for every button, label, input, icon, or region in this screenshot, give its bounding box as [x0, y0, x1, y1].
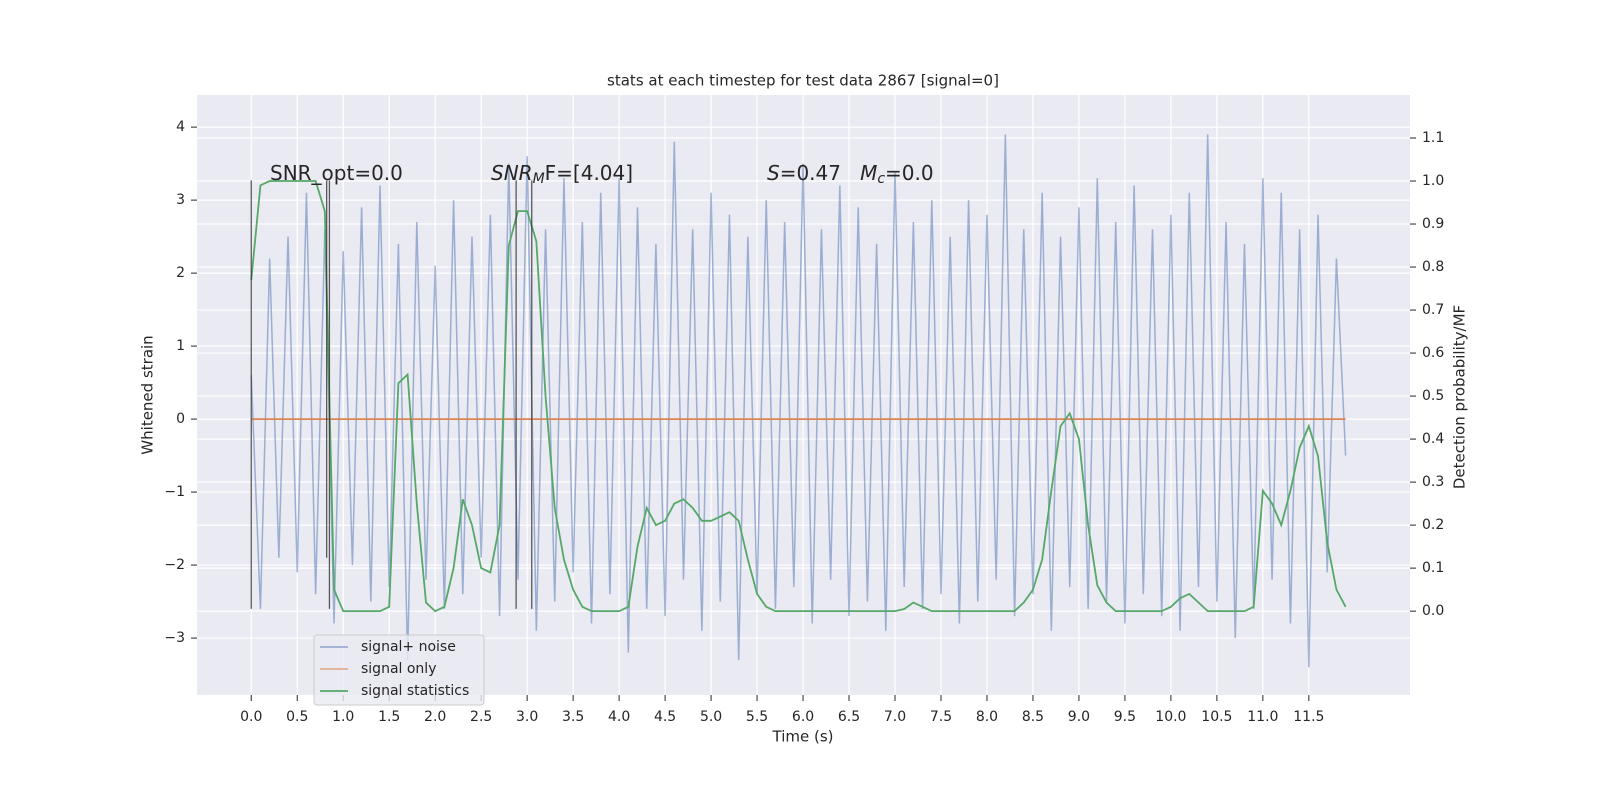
x-tick-label: 0.0: [240, 709, 262, 725]
x-tick-label: 5.0: [700, 709, 722, 725]
legend-box: [313, 634, 485, 706]
y2-tick-label: 1.0: [1422, 173, 1444, 189]
x-tick-label: 10.0: [1155, 709, 1186, 725]
series-line: [250, 134, 1347, 668]
annotation-part: M: [860, 161, 877, 185]
series-line: [250, 180, 1347, 613]
x-tick-label: 9.0: [1068, 709, 1090, 725]
y2-tick-label: 1.1: [1422, 130, 1444, 146]
annotation-part: =0.0: [885, 161, 934, 185]
x-tick-label: 11.0: [1247, 709, 1278, 725]
y-tick-label: −1: [164, 484, 185, 500]
y-axis-label: Whitened strain: [139, 335, 157, 454]
annotation: SNR_opt=0.0: [270, 161, 403, 185]
x-tick-label: 8.0: [976, 709, 998, 725]
x-tick-label: 2.5: [470, 709, 492, 725]
chart-title: stats at each timestep for test data 286…: [607, 72, 999, 90]
x-tick-label: 4.0: [608, 709, 630, 725]
y2-tick-label: 0.2: [1422, 517, 1444, 533]
annotation: S=0.47 Mc=0.0: [767, 161, 934, 188]
x-tick-label: 1.0: [332, 709, 354, 725]
x-tick-label: 10.5: [1201, 709, 1232, 725]
y2-tick-label: 0.0: [1422, 603, 1444, 619]
x-tick-label: 11.5: [1293, 709, 1324, 725]
y-tick-label: 2: [176, 265, 185, 281]
annotation-part: c: [877, 171, 885, 187]
y2-tick-label: 0.7: [1422, 302, 1444, 318]
y-tick-label: −2: [164, 557, 185, 573]
annotation-part: =0.47: [780, 161, 860, 185]
y-tick-label: −3: [164, 630, 185, 646]
annotation-part: S: [767, 161, 780, 185]
y2-tick-label: 0.9: [1422, 216, 1444, 232]
y2-tick-label: 0.3: [1422, 474, 1444, 490]
x-tick-label: 9.5: [1114, 709, 1136, 725]
y2-tick-label: 0.8: [1422, 259, 1444, 275]
x-tick-label: 3.5: [562, 709, 584, 725]
x-tick-label: 4.5: [654, 709, 676, 725]
legend-label: signal statistics: [361, 683, 469, 699]
y2-axis-label: Detection probability/MF: [1451, 305, 1469, 489]
x-tick-label: 2.0: [424, 709, 446, 725]
x-tick-label: 7.5: [930, 709, 952, 725]
annotation-part: F=[4.04]: [545, 161, 633, 185]
legend-label: signal only: [361, 661, 436, 677]
x-tick-label: 0.5: [286, 709, 308, 725]
x-tick-label: 7.0: [884, 709, 906, 725]
annotation-part: SNR: [491, 161, 533, 185]
y2-tick-label: 0.5: [1422, 388, 1444, 404]
y2-tick-label: 0.6: [1422, 345, 1444, 361]
annotation-part: SNR_opt=0.0: [270, 161, 403, 185]
y2-tick-label: 0.1: [1422, 560, 1444, 576]
y-tick-label: 4: [176, 119, 185, 135]
x-tick-label: 6.0: [792, 709, 814, 725]
x-tick-label: 5.5: [746, 709, 768, 725]
legend-label: signal+ noise: [361, 639, 456, 655]
y-tick-label: 0: [176, 411, 185, 427]
annotation: SNRMF=[4.04]: [491, 161, 633, 188]
y2-tick-label: 0.4: [1422, 431, 1444, 447]
y-tick-label: 1: [176, 338, 185, 354]
annotation-part: M: [533, 171, 545, 187]
x-tick-label: 6.5: [838, 709, 860, 725]
x-tick-label: 3.0: [516, 709, 538, 725]
x-tick-label: 1.5: [378, 709, 400, 725]
x-axis-label: Time (s): [772, 728, 834, 746]
x-tick-label: 8.5: [1022, 709, 1044, 725]
y-tick-label: 3: [176, 192, 185, 208]
